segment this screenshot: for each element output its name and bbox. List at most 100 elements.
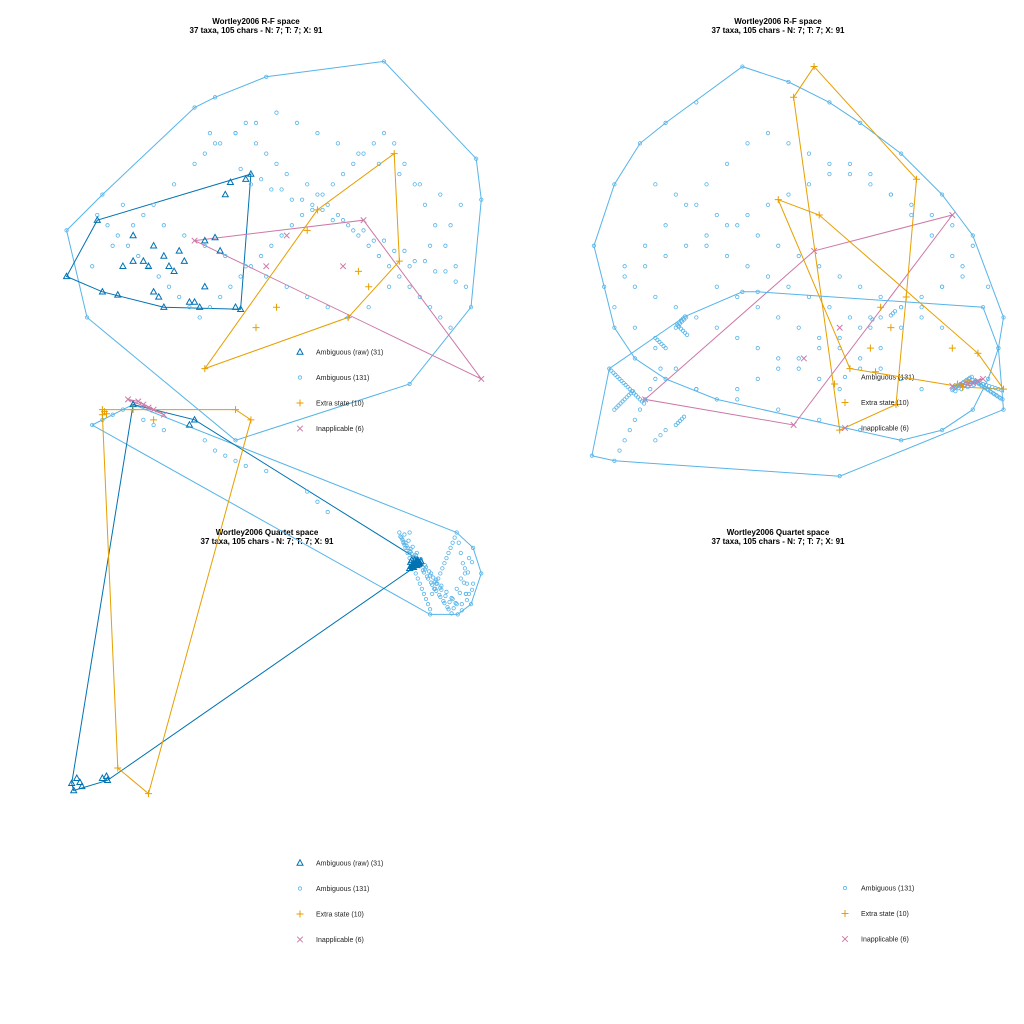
point-ambiguous: [371, 141, 376, 146]
point-ambiguous: [450, 540, 455, 545]
point-ambiguous: [366, 305, 371, 310]
point-ambiguous: [387, 284, 392, 289]
point-inapplicable: [145, 404, 152, 411]
panel-1-legend: Ambiguous (raw) (31) Ambiguous (131) Extra…: [296, 347, 383, 433]
point-extra-state: [774, 196, 782, 204]
point-ambiguous-raw: [170, 267, 178, 275]
point-ambiguous: [740, 289, 745, 294]
point-ambiguous: [892, 309, 898, 314]
point-ambiguous: [939, 427, 945, 433]
point-ambiguous: [868, 182, 873, 187]
point-extra-state: [150, 416, 158, 424]
point-ambiguous: [412, 182, 417, 187]
point-extra-state: [948, 344, 956, 352]
point-ambiguous: [755, 233, 760, 238]
point-ambiguous: [663, 376, 668, 381]
point-ambiguous: [939, 325, 945, 330]
point-ambiguous: [131, 223, 136, 228]
point-ambiguous-raw: [78, 782, 86, 790]
point-ambiguous: [464, 597, 470, 603]
point-ambiguous: [663, 253, 668, 259]
point-ambiguous: [407, 264, 412, 269]
panel-3: Wortley2006 Quartet space 37 taxa, 105 c…: [67, 396, 484, 944]
legend-marker-extra-state: [296, 399, 304, 407]
legend-label-ambiguous: Ambiguous (131): [316, 375, 369, 382]
point-ambiguous: [289, 197, 294, 202]
point-ambiguous: [714, 212, 719, 218]
point-ambiguous: [431, 575, 436, 580]
point-ambiguous: [182, 233, 187, 238]
point-ambiguous: [299, 197, 305, 202]
point-ambiguous: [427, 573, 433, 578]
point-ambiguous: [648, 387, 653, 392]
point-ambiguous: [161, 427, 166, 433]
point-ambiguous: [796, 253, 801, 259]
point-ambiguous-raw: [159, 302, 168, 310]
legend-label-ambiguous-raw: Ambiguous (raw) (31): [316, 861, 383, 868]
point-ambiguous: [413, 552, 418, 558]
point-ambiguous-raw: [139, 256, 148, 264]
point-ambiguous: [474, 156, 479, 161]
point-inapplicable: [263, 263, 270, 270]
point-ambiguous: [269, 187, 274, 192]
point-ambiguous: [939, 284, 945, 289]
point-ambiguous: [786, 79, 791, 85]
point-ambiguous: [412, 259, 417, 264]
point-ambiguous: [990, 384, 995, 390]
point-ambiguous: [417, 581, 422, 586]
point-ambiguous: [335, 212, 341, 218]
point-ambiguous: [458, 202, 463, 207]
point-ambiguous: [847, 315, 853, 320]
point-ambiguous: [953, 389, 958, 394]
point-ambiguous: [663, 223, 668, 228]
point-ambiguous: [637, 141, 643, 146]
point-extra-state: [892, 400, 900, 408]
point-ambiguous: [643, 243, 648, 248]
point-ambiguous: [755, 289, 760, 294]
point-ambiguous: [459, 602, 464, 607]
point-extra-state: [810, 63, 818, 71]
point-ambiguous: [233, 438, 238, 443]
point-ambiguous: [622, 264, 627, 269]
panel-2: Wortley2006 R-F space 37 taxa, 105 chars…: [591, 17, 1006, 443]
point-ambiguous: [447, 600, 452, 605]
point-extra-state: [365, 283, 373, 291]
panel-3-points: [67, 396, 484, 798]
point-ambiguous: [223, 453, 228, 458]
point-ambiguous: [735, 335, 740, 341]
point-ambiguous: [827, 171, 832, 177]
point-ambiguous-raw: [102, 771, 111, 779]
point-ambiguous: [786, 284, 791, 289]
point-ambiguous: [602, 284, 607, 289]
point-ambiguous: [858, 427, 863, 433]
point-ambiguous: [858, 284, 863, 289]
point-extra-state: [902, 293, 910, 301]
legend-label-inapplicable: Inapplicable (6): [861, 426, 909, 433]
legend-label-extra-state: Extra state (10): [861, 400, 909, 407]
point-ambiguous: [868, 171, 873, 177]
point-ambiguous: [653, 182, 658, 187]
point-ambiguous: [259, 253, 264, 259]
point-ambiguous: [356, 233, 361, 238]
point-ambiguous: [776, 315, 781, 320]
point-ambiguous-raw: [241, 174, 250, 182]
point-ambiguous: [466, 555, 472, 561]
panel-3-legend: Ambiguous (raw) (31) Ambiguous (131) Extra…: [296, 858, 383, 944]
legend-marker-ambiguous: [297, 886, 303, 891]
point-ambiguous: [136, 253, 141, 259]
point-ambiguous-raw: [195, 302, 204, 310]
point-ambiguous: [376, 253, 381, 259]
point-ambiguous: [909, 202, 914, 207]
point-ambiguous: [919, 387, 924, 392]
point-ambiguous: [630, 389, 635, 394]
point-ambiguous: [745, 264, 750, 269]
point-ambiguous: [218, 294, 223, 300]
legend-marker-inapplicable: [841, 935, 849, 943]
point-ambiguous-raw: [407, 555, 416, 563]
point-inapplicable: [974, 377, 982, 385]
point-ambiguous: [238, 166, 243, 172]
legend-marker-inapplicable: [296, 425, 304, 432]
point-ambiguous: [330, 182, 335, 187]
point-ambiguous: [643, 264, 648, 269]
